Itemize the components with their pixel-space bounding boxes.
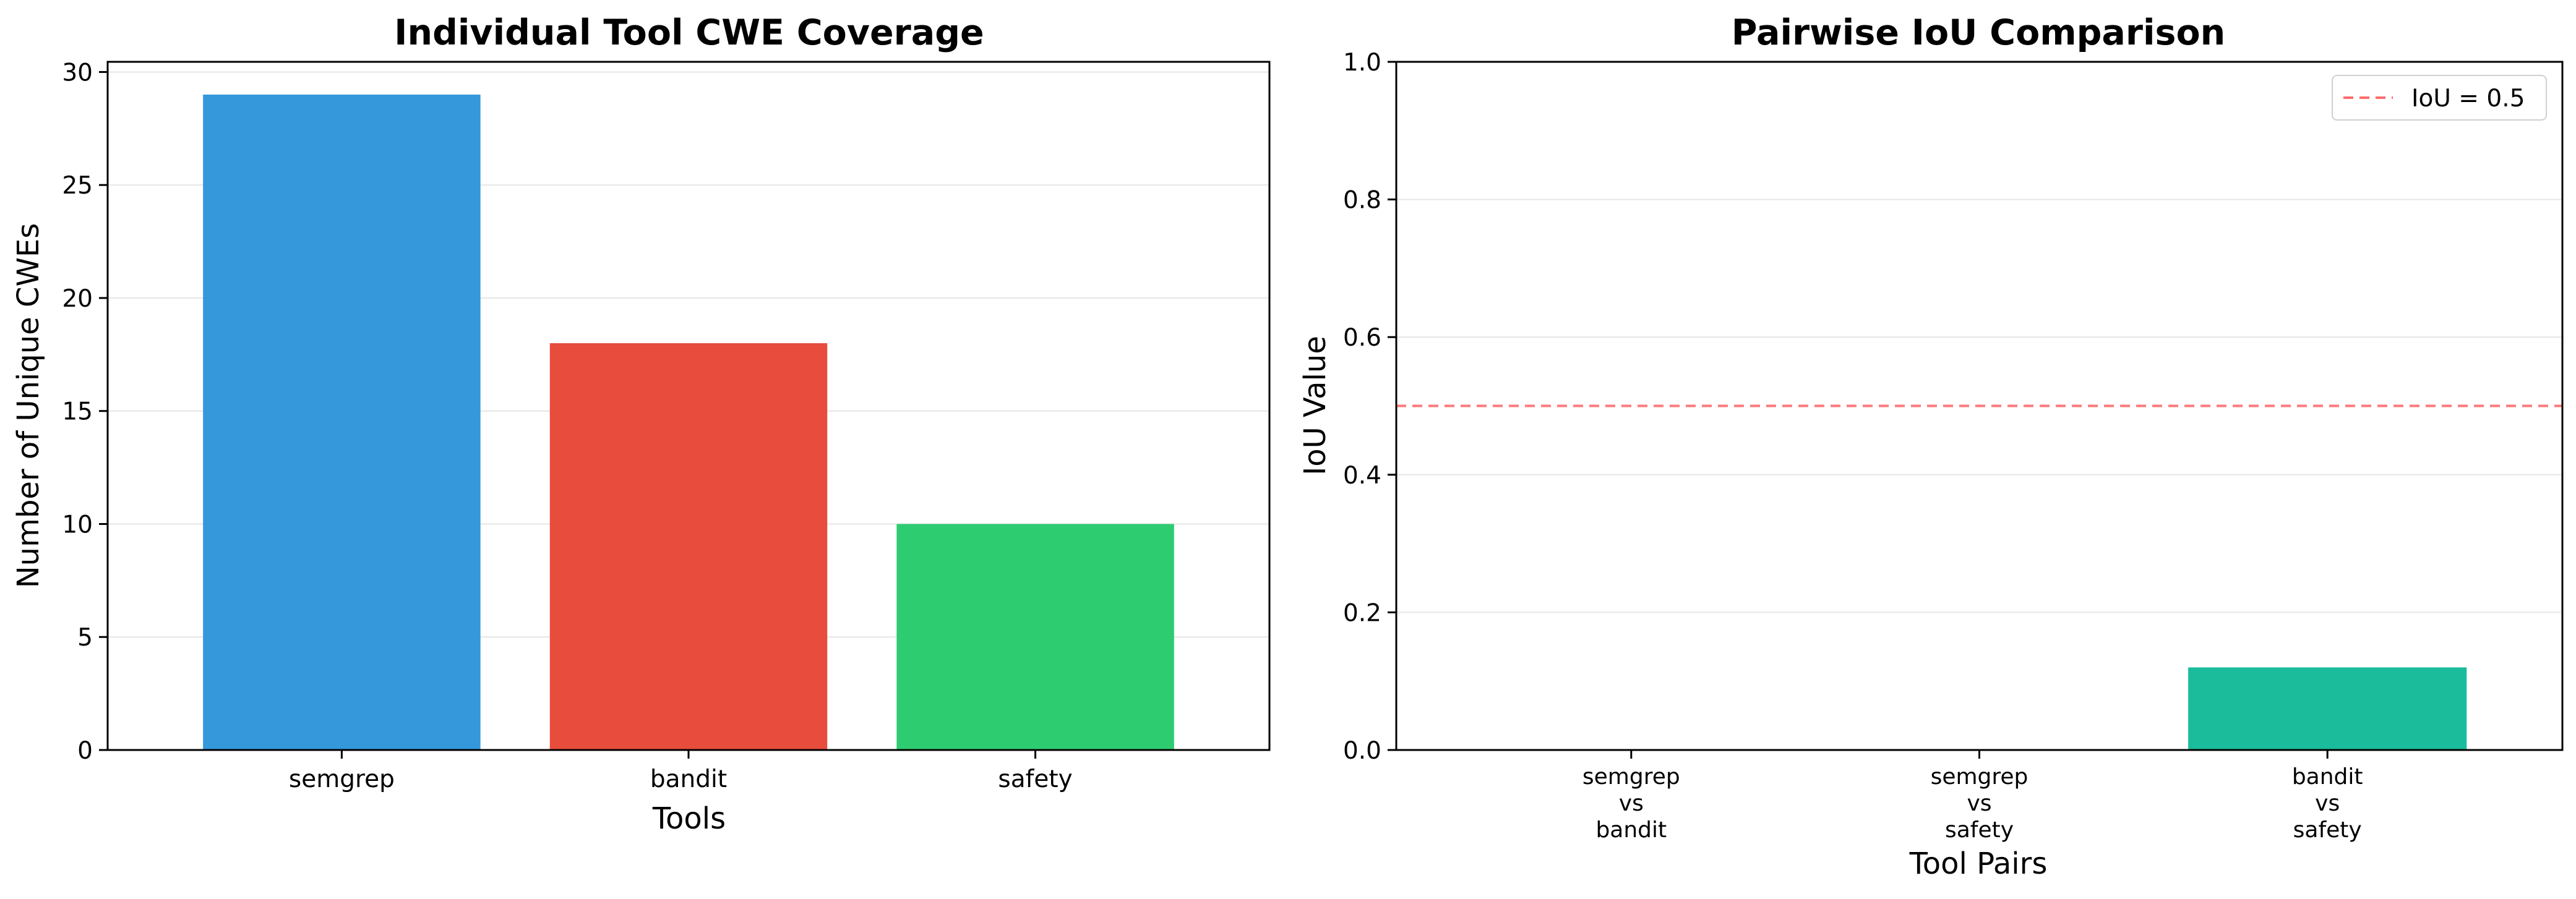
chart2-ytick-label: 1.0 <box>1343 49 1381 77</box>
bar-semgrep <box>203 95 481 750</box>
chart1-ytick-label: 5 <box>77 624 93 652</box>
chart1-ytick-label: 25 <box>62 172 93 200</box>
chart2-ytick-label: 0.2 <box>1343 599 1381 627</box>
chart2-xtick-label: safety <box>1945 817 2014 843</box>
chart1-ytick-label: 10 <box>62 511 93 539</box>
bar-bandit-vs-safety <box>2188 667 2467 750</box>
chart2-xlabel: Tool Pairs <box>1909 846 2048 881</box>
chart1-xtick-label: safety <box>998 765 1072 793</box>
chart2-title: Pairwise IoU Comparison <box>1732 12 2225 53</box>
chart2-ylabel: IoU Value <box>1298 336 1333 475</box>
chart1-ytick-label: 0 <box>77 737 93 765</box>
bar-bandit <box>549 343 828 750</box>
chart2-xtick-label: vs <box>2315 791 2340 816</box>
chart1-ylabel: Number of Unique CWEs <box>11 223 46 588</box>
chart2-ytick-label: 0.8 <box>1343 187 1381 215</box>
legend: IoU = 0.5 <box>2332 75 2547 121</box>
chart2-xtick-label: vs <box>1619 791 1644 816</box>
chart2-xtick-label: bandit <box>1595 817 1667 843</box>
chart1-xlabel: Tools <box>652 801 726 836</box>
chart1-ytick-label: 30 <box>62 59 93 87</box>
chart2-xtick-label: safety <box>2293 817 2362 843</box>
bar-safety <box>896 524 1174 750</box>
chart2-ytick-label: 0.4 <box>1343 462 1381 490</box>
chart-pairwise-iou: Pairwise IoU Comparison 0.0 0.2 0.4 0.6 0.8 1… <box>1298 12 2564 881</box>
chart1-xtick-label: bandit <box>650 765 727 793</box>
chart-individual-coverage: Individual Tool CWE Coverage 0 5 10 15 20 25 3… <box>11 12 1271 836</box>
chart1-ytick-label: 15 <box>62 398 93 426</box>
chart2-xtick-label: semgrep <box>1931 764 2029 790</box>
chart1-title: Individual Tool CWE Coverage <box>394 12 984 53</box>
chart2-xtick-label: vs <box>1967 791 1991 816</box>
chart2-xtick-label: bandit <box>2292 764 2363 790</box>
chart1-xtick-label: semgrep <box>289 765 395 793</box>
chart2-ytick-label: 0.0 <box>1343 737 1381 765</box>
legend-label: IoU = 0.5 <box>2411 85 2525 113</box>
legend-box <box>2332 75 2547 121</box>
chart2-ytick-label: 0.6 <box>1343 324 1381 352</box>
chart1-ytick-label: 20 <box>62 285 93 313</box>
chart2-xtick-label: semgrep <box>1582 764 1680 790</box>
